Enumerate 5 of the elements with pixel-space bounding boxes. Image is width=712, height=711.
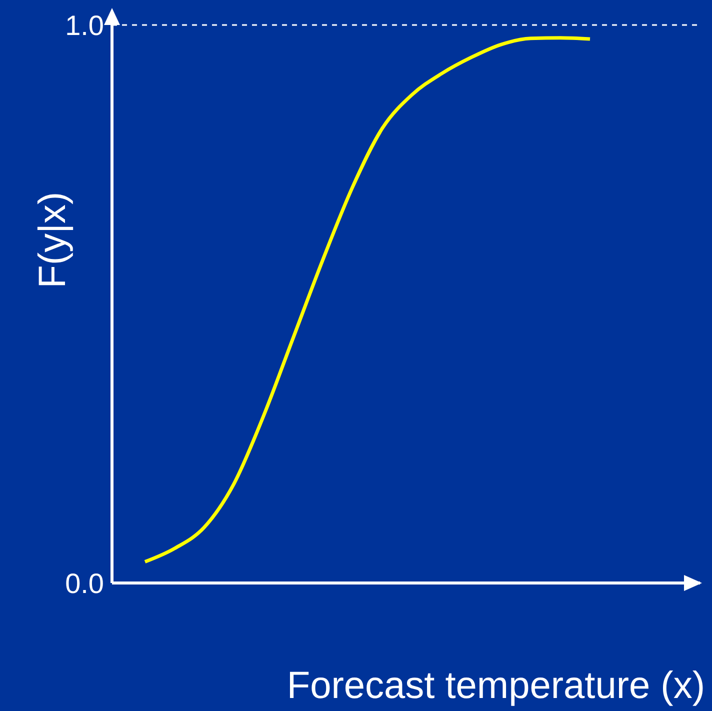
y-tick-label: 1.0 xyxy=(65,10,104,41)
x-axis-title: Forecast temperature (x) xyxy=(286,665,705,707)
y-axis-title: F(y|x) xyxy=(32,192,74,288)
line-series xyxy=(143,36,592,564)
y-tick-label: 0.0 xyxy=(65,568,104,599)
